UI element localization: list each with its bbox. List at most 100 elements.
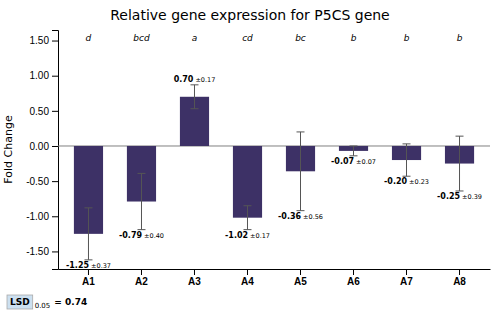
x-tick: A3: [188, 269, 201, 287]
x-tick-label: A2: [135, 276, 148, 287]
y-tick-mark: [52, 76, 58, 77]
x-tick-mark: [247, 269, 248, 275]
x-tick: A5: [294, 269, 307, 287]
error-label: ±0.23: [409, 178, 429, 186]
x-tick: A4: [241, 269, 254, 287]
y-tick: -1.00: [26, 211, 58, 222]
annotation: = 0.74: [54, 297, 87, 307]
value-label: -0.07: [331, 157, 354, 166]
significance-label: bcd: [133, 33, 150, 43]
y-tick-label: -1.00: [26, 211, 49, 222]
error-bar: [350, 146, 358, 156]
x-tick-mark: [194, 269, 195, 275]
y-tick: 0.50: [30, 106, 58, 117]
title: Relative gene expression for P5CS gene: [110, 7, 389, 23]
chart: A1 A2 A3 A4 A5 A6 A7 A8 -1.50 -1.00 -0.50 0.00 0.50 1…: [0, 0, 500, 315]
x-tick: A1: [82, 269, 95, 287]
annotation: 0.05: [35, 302, 51, 310]
error-bar-line: [403, 143, 411, 144]
y-tick-label: 1.00: [30, 70, 50, 81]
error-bar: [243, 206, 251, 230]
y-tick-label: 0.00: [30, 141, 50, 152]
x-tick-label: A6: [347, 276, 360, 287]
value-label: -0.36: [278, 212, 301, 221]
plot-area: A1 A2 A3 A4 A5 A6 A7 A8 -1.50 -1.00 -0.50 0.00 0.50 1…: [2, 31, 491, 288]
y-tick-mark: [52, 41, 58, 42]
y-tick-mark: [52, 216, 58, 217]
error-bar-line: [406, 144, 407, 176]
x-tick-label: A8: [453, 276, 466, 287]
x-tick: A6: [347, 269, 360, 287]
lsd-annotation: LSD 0.05= 0.74: [7, 295, 87, 310]
y-axis-title: Fold Change: [2, 115, 15, 184]
error-bar-line: [137, 173, 145, 174]
x-tick-mark: [300, 269, 301, 275]
y-tick: 1.50: [30, 35, 58, 46]
error-bar: [297, 132, 305, 211]
error-bar-line: [353, 146, 354, 156]
significance-label: a: [192, 33, 198, 43]
value-label: -1.25: [66, 261, 89, 270]
value-label: -0.25: [437, 192, 460, 201]
significance-label: bc: [295, 33, 306, 43]
x-tick-label: A1: [82, 276, 95, 287]
value-label: 0.70: [174, 75, 194, 84]
value-label: -0.20: [384, 177, 407, 186]
x-tick: A2: [135, 269, 148, 287]
error-bar-line: [190, 108, 198, 109]
x-tick: A7: [400, 269, 413, 287]
error-bar-line: [459, 136, 460, 191]
error-bar-line: [300, 132, 301, 211]
error-label: ±0.40: [144, 232, 164, 240]
annotation: LSD: [10, 297, 30, 307]
x-axis: A1 A2 A3 A4 A5 A6 A7 A8: [59, 269, 491, 287]
error-bar-line: [243, 205, 251, 206]
y-tick: -0.50: [26, 176, 58, 187]
error-bar: [84, 208, 92, 260]
y-tick: -1.50: [26, 246, 58, 257]
error-label: ±0.17: [250, 232, 270, 240]
significance-label: b: [404, 33, 410, 43]
error-bar: [190, 85, 198, 109]
error-bar-line: [247, 206, 248, 230]
x-tick: A8: [453, 269, 466, 287]
error-label: ±0.39: [462, 193, 482, 201]
y-tick-label: -0.50: [26, 176, 49, 187]
error-bar-line: [88, 208, 89, 260]
y-tick-mark: [52, 146, 58, 147]
y-tick-label: -1.50: [26, 246, 49, 257]
error-bar-line: [350, 145, 358, 146]
error-bar-line: [456, 136, 464, 137]
x-tick-mark: [141, 269, 142, 275]
x-tick-label: A3: [188, 276, 201, 287]
annotation-box: [7, 295, 33, 309]
y-tick: 0.00: [30, 141, 58, 152]
significance-label: b: [457, 33, 463, 43]
y-tick-mark: [52, 111, 58, 112]
zero-line: [58, 145, 490, 146]
labels: -1.25±0.37-0.79±0.400.70±0.17-1.02±0.17-…: [66, 33, 482, 270]
significance-label: d: [86, 33, 92, 43]
x-tick-label: A7: [400, 276, 413, 287]
x-tick-label: A4: [241, 276, 254, 287]
x-tick-label: A5: [294, 276, 307, 287]
error-bar: [403, 144, 411, 176]
significance-label: cd: [242, 33, 253, 43]
x-tick-mark: [353, 269, 354, 275]
marks: [58, 85, 490, 260]
y-tick-mark: [52, 181, 58, 182]
error-label: ±0.56: [303, 213, 323, 221]
error-label: ±0.07: [356, 158, 376, 166]
error-label: ±0.17: [195, 76, 215, 84]
error-bar: [456, 136, 464, 191]
error-bar-line: [194, 85, 195, 109]
y-tick-label: 1.50: [30, 35, 50, 46]
error-bar-line: [84, 207, 92, 208]
y-axis: -1.50 -1.00 -0.50 0.00 0.50 1.00 1.50: [26, 31, 58, 270]
x-tick-mark: [88, 269, 89, 275]
x-axis-line: [59, 269, 491, 270]
error-bar-line: [297, 131, 305, 132]
error-bar-line: [190, 84, 198, 85]
error-bar: [137, 173, 145, 229]
significance-label: b: [351, 33, 357, 43]
